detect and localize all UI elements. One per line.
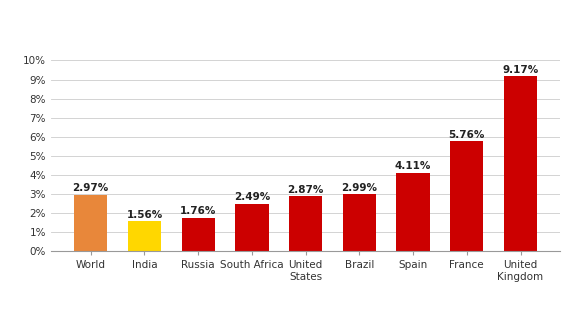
Text: 2.87%: 2.87% (288, 185, 324, 195)
Text: 1.76%: 1.76% (180, 206, 216, 216)
Text: 2.97%: 2.97% (72, 183, 109, 193)
Text: 4.11%: 4.11% (395, 161, 431, 171)
Bar (74, 195, 108, 251)
Bar (450, 141, 483, 251)
Text: 5.76%: 5.76% (449, 130, 485, 140)
Text: 1.56%: 1.56% (126, 210, 162, 220)
Bar (182, 218, 215, 251)
Bar (235, 204, 269, 251)
Bar (342, 194, 376, 251)
Text: 2.99%: 2.99% (341, 183, 378, 193)
Text: 2.49%: 2.49% (234, 192, 270, 202)
Bar (396, 173, 430, 251)
Bar (504, 76, 537, 251)
Bar (289, 197, 322, 251)
Text: 9.17%: 9.17% (503, 65, 539, 75)
Bar (128, 221, 161, 251)
Text: Case fatality rate - amongst the lowest in the world: Case fatality rate - amongst the lowest … (7, 16, 530, 34)
